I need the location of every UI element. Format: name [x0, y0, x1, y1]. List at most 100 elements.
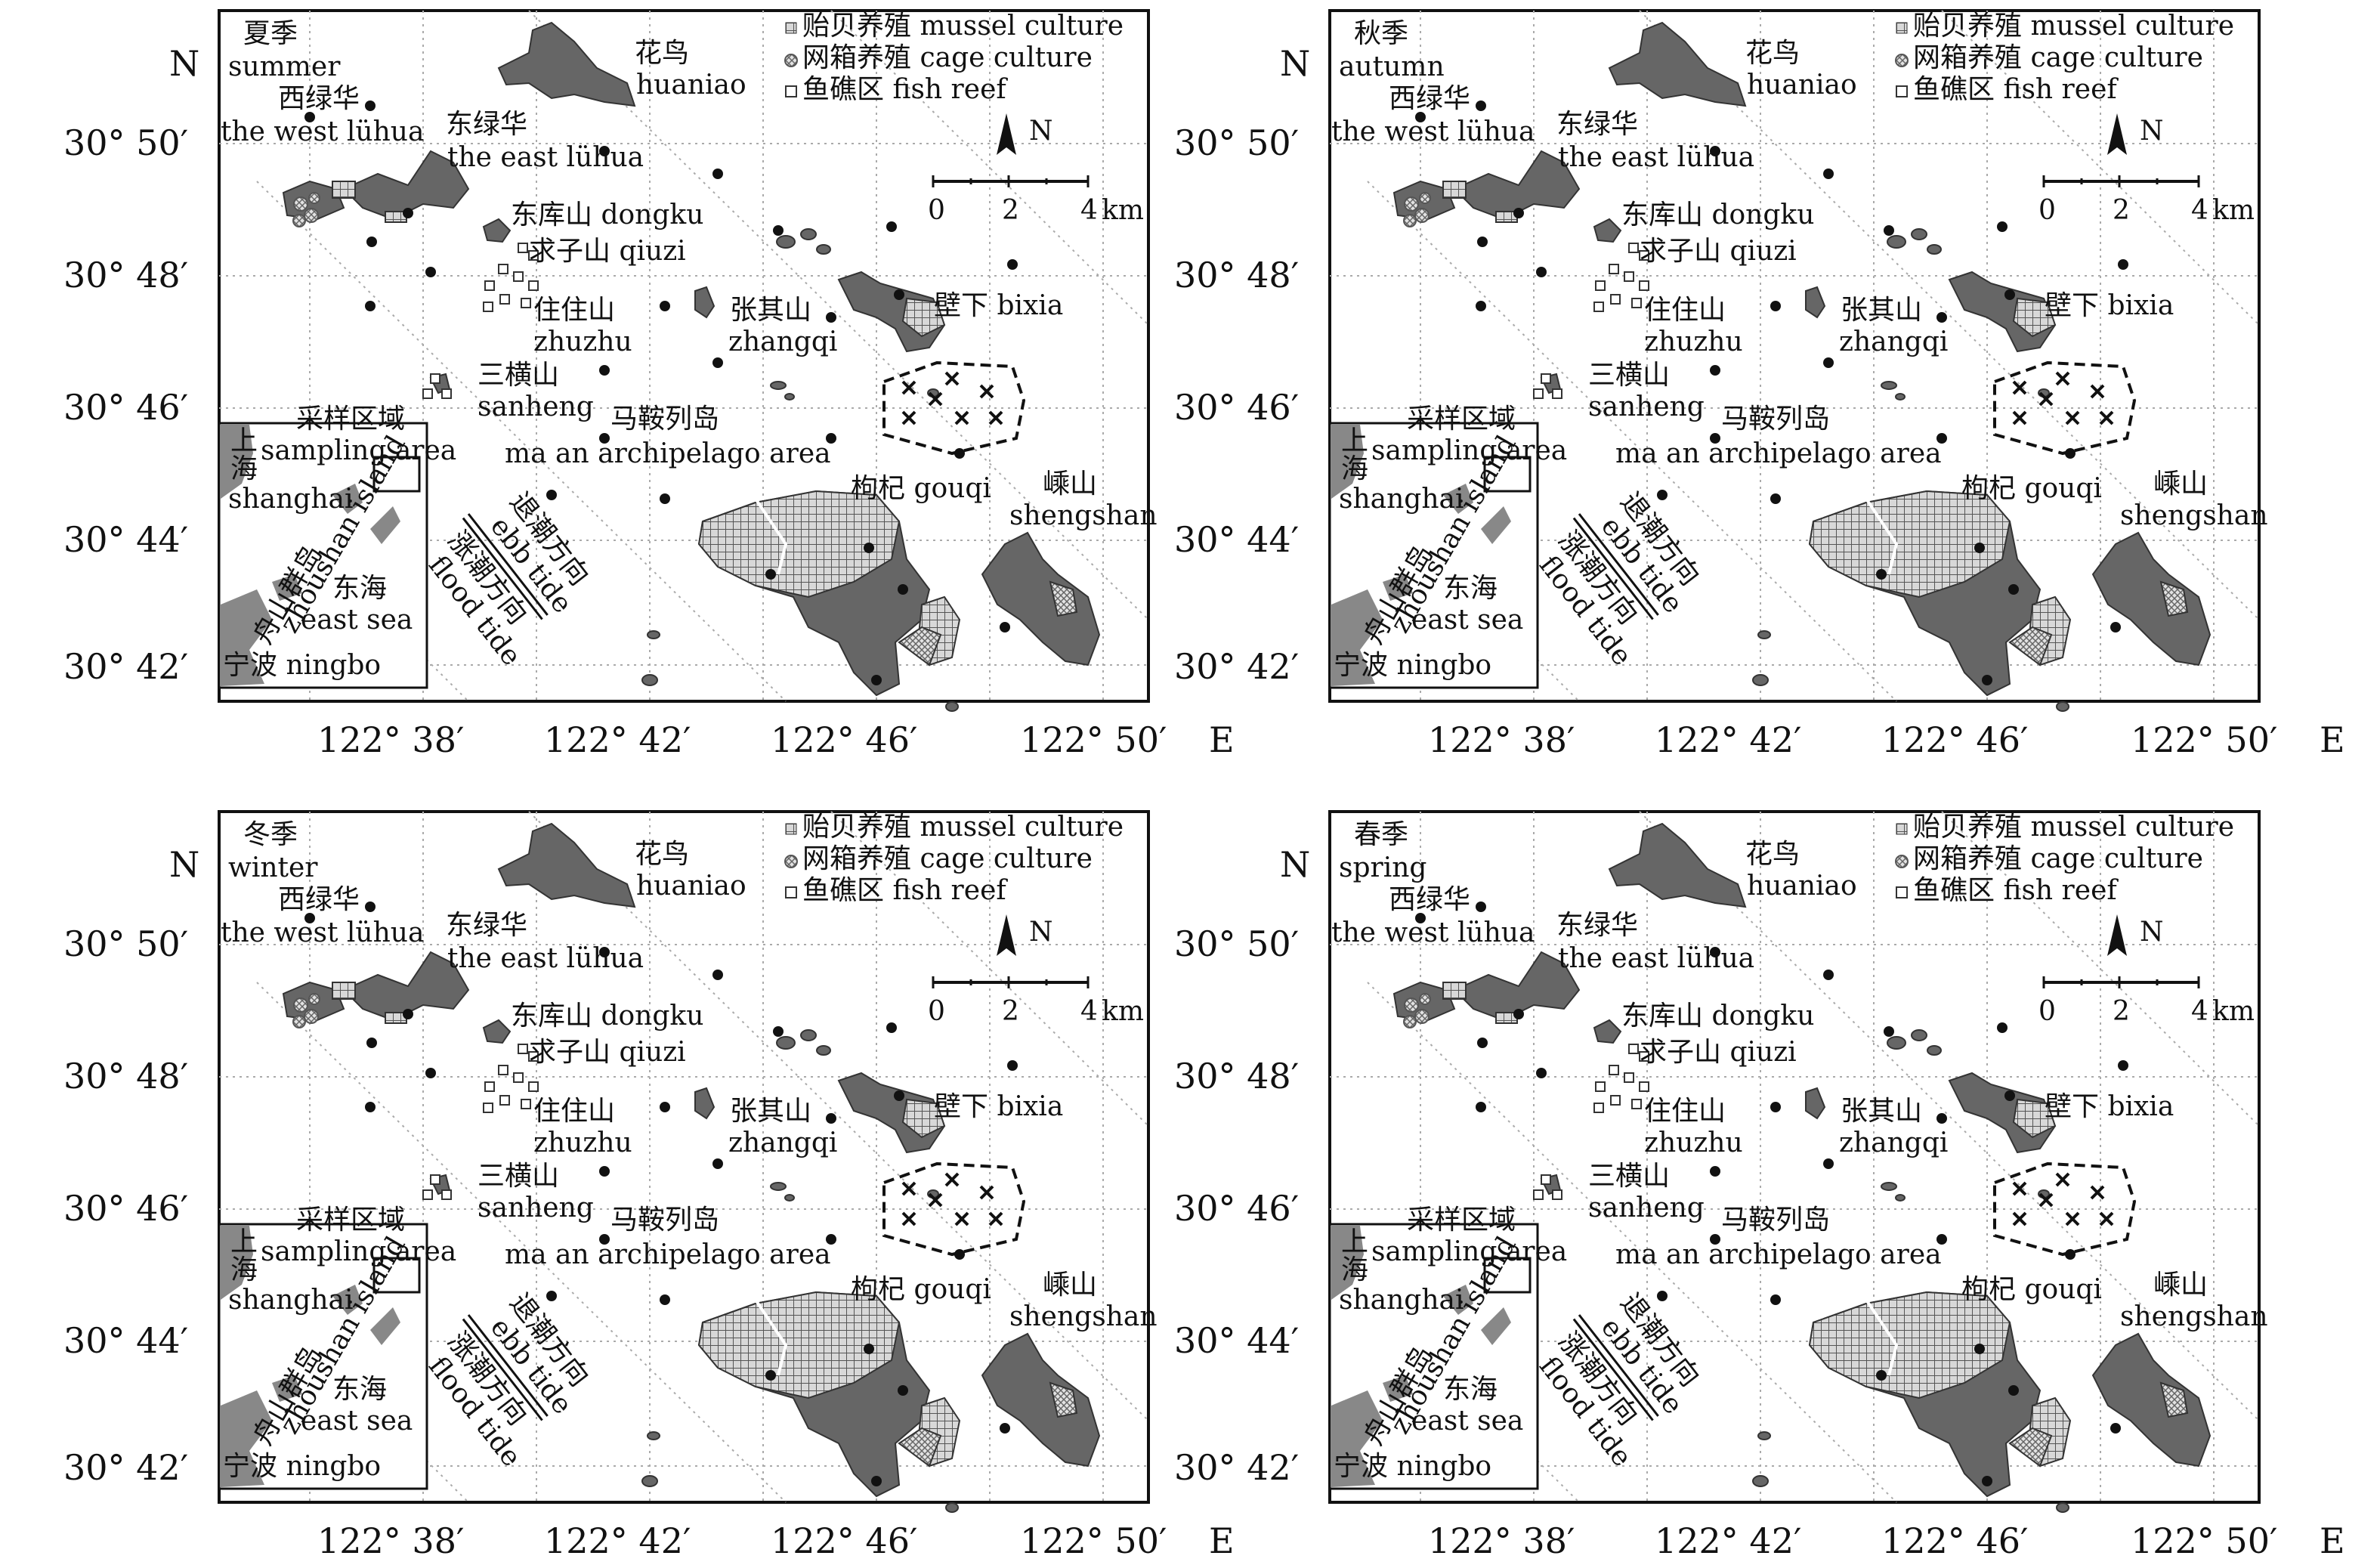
sampling-cn: 采样区域: [1407, 404, 1516, 435]
lon-label-38: 122° 38′: [317, 719, 464, 760]
east-sea-en: east sea: [1411, 605, 1523, 636]
sampling-cn: 采样区域: [1407, 1205, 1516, 1236]
lon-label-46: 122° 46′: [1881, 719, 2028, 760]
dongku-label: 东库山 dongku: [511, 199, 703, 230]
zhangqi-island: [694, 1087, 716, 1120]
sampling-en: sampling area: [261, 435, 456, 466]
north-arrow-icon: [997, 914, 1016, 956]
legend-cage: 网箱养殖 cage culture: [1913, 843, 2203, 874]
lat-label-46: 30° 46′: [63, 1188, 188, 1229]
zhangqi-en: zhangqi: [1839, 326, 1948, 357]
scale-unit: km: [2212, 996, 2255, 1027]
legend-cage: 网箱养殖 cage culture: [802, 843, 1093, 874]
legend-reef: 鱼礁区 fish reef: [1913, 875, 2119, 906]
maan-cn: 马鞍列岛: [1721, 404, 1830, 435]
dongku-label: 东库山 dongku: [1621, 1001, 1814, 1031]
sampling-en: sampling area: [1371, 1236, 1567, 1267]
north-arrow-icon: [2107, 113, 2127, 155]
huaniao-cn: 花鸟: [1745, 38, 1800, 69]
qiuzi-label: 求子山 qiuzi: [1640, 1037, 1797, 1068]
mussel-culture-areas: [1442, 181, 2189, 667]
west-luhua-en: the west lühua: [221, 116, 424, 147]
east-axis-label: E: [1209, 1520, 1235, 1561]
cage-culture-areas: [1403, 192, 1431, 227]
zhuzhu-cn: 住住山: [1644, 1096, 1726, 1127]
shengshan-island: [981, 1332, 1101, 1468]
east-luhua-cn: 东绿华: [446, 109, 527, 140]
reef-zone: [882, 360, 1026, 456]
scale-bar: N 0 2 4 km: [2038, 914, 2255, 1027]
east-sea-cn: 东海: [332, 573, 387, 604]
sanheng-cn: 三横山: [1588, 360, 1670, 391]
sanheng-cn: 三横山: [478, 1161, 559, 1192]
scale-unit: km: [2212, 195, 2255, 226]
shanghai-en: shanghai: [228, 1285, 354, 1316]
inset-locator: [372, 1257, 421, 1294]
sampling-en: sampling area: [1371, 435, 1567, 466]
sanheng-en: sanheng: [478, 391, 594, 422]
lat-label-42: 30° 42′: [1174, 646, 1299, 687]
bixia-label: 壁下 bixia: [2045, 1091, 2174, 1122]
season-cn: 秋季: [1354, 18, 1408, 49]
east-luhua-en: the east lühua: [1558, 943, 1754, 974]
huaniao-en: huaniao: [1747, 871, 1857, 902]
huaniao-cn: 花鸟: [1745, 839, 1800, 870]
shanghai-cn1: 上: [230, 1226, 258, 1257]
shengshan-cn: 嵊山: [1043, 1270, 1097, 1301]
west-luhua-en: the west lühua: [1331, 116, 1535, 147]
lon-label-50: 122° 50′: [2131, 719, 2277, 760]
reef-zone: [1993, 1161, 2137, 1257]
east-luhua-cn: 东绿华: [1556, 910, 1638, 941]
huaniao-en: huaniao: [636, 871, 746, 902]
east-sea-cn: 东海: [332, 1374, 387, 1405]
fish-reefs: [422, 1044, 539, 1200]
lat-label-44: 30° 44′: [1174, 519, 1299, 560]
season-cn: 夏季: [243, 18, 298, 49]
ningbo-label: 宁波 ningbo: [223, 1451, 381, 1482]
east-sea-cn: 东海: [1443, 1374, 1498, 1405]
cage-culture-areas: [1403, 993, 1431, 1028]
scale-unit: km: [1102, 996, 1144, 1027]
east-sea-en: east sea: [301, 605, 413, 636]
west-luhua-cn: 西绿华: [1389, 884, 1470, 915]
dongku-label: 东库山 dongku: [1621, 199, 1814, 230]
lon-label-38: 122° 38′: [317, 1520, 464, 1561]
zhuzhu-en: zhuzhu: [533, 326, 632, 357]
legend-mussel: 贻贝养殖 mussel culture: [802, 812, 1124, 843]
lon-label-42: 122° 42′: [1655, 1520, 1801, 1561]
north-axis-label: N: [169, 43, 199, 84]
huaniao-island: [497, 822, 636, 908]
east-luhua-island: [342, 150, 470, 221]
scale-bar: N 0 2 4 km: [928, 914, 1144, 1027]
sampling-cn: 采样区域: [296, 1205, 405, 1236]
lon-label-50: 122° 50′: [1020, 1520, 1167, 1561]
place-labels: 春季 spring 花鸟 huaniao 西绿华 the west lühua …: [1331, 819, 2268, 1332]
huaniao-en: huaniao: [636, 70, 746, 101]
scale-north: N: [1029, 116, 1053, 147]
zhuzhu-cn: 住住山: [533, 295, 615, 326]
zhangqi-en: zhangqi: [728, 326, 837, 357]
lat-label-42: 30° 42′: [1174, 1447, 1299, 1488]
bixia-label: 壁下 bixia: [934, 1091, 1063, 1122]
huaniao-en: huaniao: [1747, 70, 1857, 101]
scale-bar: N 0 2 4 km: [928, 113, 1144, 226]
maan-en: ma an archipelago area: [505, 438, 831, 469]
lat-label-46: 30° 46′: [63, 387, 188, 428]
shengshan-en: shengshan: [2120, 1301, 2268, 1332]
season-en: autumn: [1339, 51, 1445, 82]
east-luhua-en: the east lühua: [1558, 142, 1754, 173]
panel-winter: 上 海 shanghai 舟山群岛 zhoushan island 东海 eas…: [63, 810, 1235, 1561]
west-luhua-en: the west lühua: [221, 917, 424, 948]
east-luhua-cn: 东绿华: [1556, 109, 1638, 140]
axis-labels: N 30° 50′ 30° 48′ 30° 46′ 30° 44′ 30° 42…: [1174, 844, 2345, 1561]
axis-labels: N 30° 50′ 30° 48′ 30° 46′ 30° 44′ 30° 42…: [1174, 43, 2345, 760]
lat-label-48: 30° 48′: [63, 1056, 188, 1096]
lon-label-38: 122° 38′: [1428, 719, 1575, 760]
ningbo-label: 宁波 ningbo: [223, 650, 381, 681]
sampling-stations: [304, 101, 1018, 685]
legend: 贻贝养殖 mussel culture 网箱养殖 cage culture 鱼礁…: [1895, 812, 2234, 906]
lat-label-48: 30° 48′: [63, 255, 188, 295]
shanghai-cn1: 上: [1341, 1226, 1368, 1257]
north-axis-label: N: [1280, 43, 1310, 84]
legend-mussel: 贻贝养殖 mussel culture: [802, 11, 1124, 42]
